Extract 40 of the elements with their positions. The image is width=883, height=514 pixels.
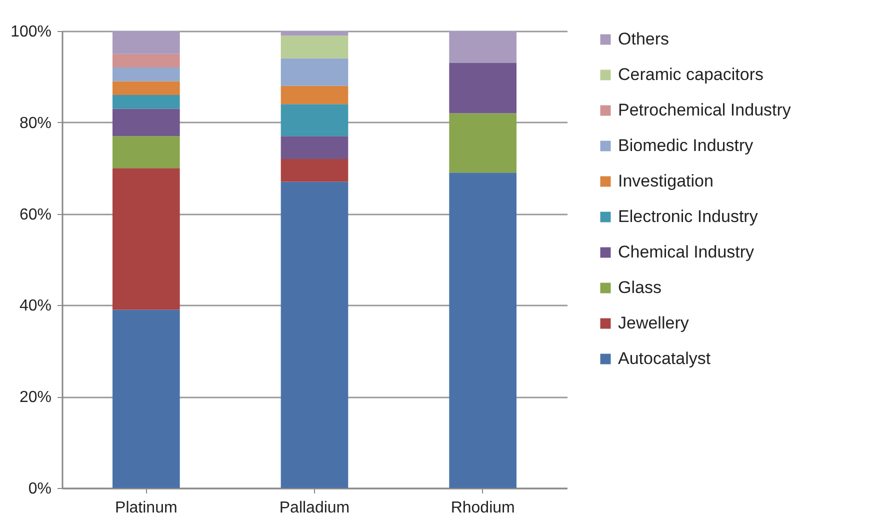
bar: [449, 31, 516, 63]
bar: [112, 168, 180, 310]
legend-label: Chemical Industry: [618, 242, 755, 262]
bar: [112, 108, 180, 136]
bar: [112, 68, 180, 82]
legend-label: Others: [618, 30, 670, 48]
bar: [280, 136, 348, 159]
legend-label: Jewellery: [618, 314, 690, 332]
legend-label: Petrochemical Industry: [618, 100, 792, 120]
bar: [112, 31, 180, 54]
bar: [280, 58, 348, 86]
legend-label: Electronic Industry: [618, 207, 758, 226]
x-tick-label: Palladium: [279, 500, 350, 514]
y-tick-label: 100%: [10, 24, 52, 40]
legend-label: Glass: [618, 278, 662, 297]
bar: [280, 104, 348, 136]
bar: [112, 136, 180, 168]
bar: [280, 86, 348, 104]
bar: [449, 172, 516, 488]
legend-label: Ceramic capacitors: [618, 65, 764, 84]
y-tick-label: 20%: [19, 389, 52, 406]
bar: [112, 310, 180, 488]
bar: [112, 54, 180, 68]
bar: [112, 81, 180, 95]
bar: [112, 94, 180, 109]
bar: [449, 113, 516, 173]
bar: [280, 36, 348, 58]
legend-label: Autocatalyst: [618, 349, 711, 368]
y-tick-label: 0%: [28, 480, 52, 498]
y-tick-label: 40%: [19, 298, 52, 315]
legend-label: Biomedic Industry: [618, 136, 754, 155]
legend-label: Investigation: [618, 172, 714, 190]
y-tick-label: 60%: [19, 206, 52, 224]
bar: [280, 158, 348, 182]
y-tick-label: 80%: [19, 114, 52, 132]
bar: [280, 31, 348, 36]
x-tick-label: Rhodium: [450, 500, 515, 514]
bar: [280, 182, 348, 488]
bar: [449, 62, 516, 114]
x-tick-label: Platinum: [115, 500, 178, 514]
